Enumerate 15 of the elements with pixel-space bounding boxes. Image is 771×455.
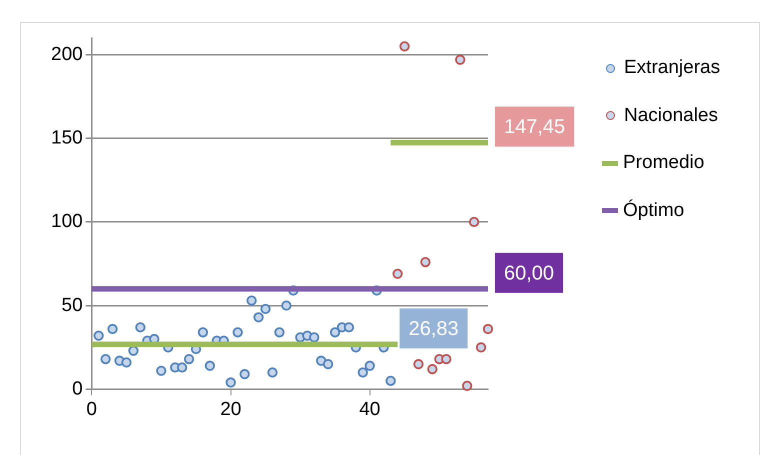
- data-label: 147,45: [504, 116, 566, 138]
- legend-label: Extranjeras: [624, 57, 720, 79]
- y-tick-label: 0: [72, 378, 83, 400]
- legend-label: Óptimo: [623, 200, 684, 222]
- y-tick-label: 100: [51, 211, 83, 232]
- data-label: 60,00: [504, 262, 554, 284]
- data-label: 26,83: [408, 318, 459, 340]
- y-tick-label: 200: [51, 44, 83, 65]
- x-tick-label: 20: [220, 398, 242, 420]
- x-tick-label: 0: [86, 398, 97, 420]
- legend-label: Promedio: [623, 152, 704, 174]
- x-tick-label: 40: [359, 398, 380, 420]
- legend-label: Nacionales: [624, 104, 718, 126]
- y-tick-label: 50: [62, 294, 83, 316]
- y-tick-label: 150: [51, 128, 83, 149]
